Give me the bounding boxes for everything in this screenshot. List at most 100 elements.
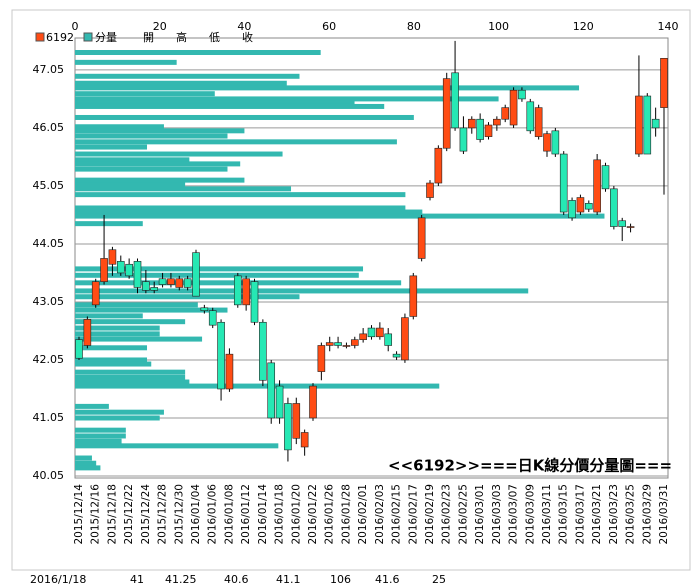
volume-bar [75, 151, 283, 157]
volume-bar [75, 50, 321, 56]
candle-body [651, 118, 660, 129]
x-tick-label: 2016/03/11 [541, 484, 553, 545]
candle-body [267, 362, 276, 419]
status-value: 41.1 [276, 573, 301, 586]
candle-body [167, 278, 175, 285]
volume-bar [75, 96, 499, 102]
volume-bar [75, 379, 190, 385]
x-tick-label: 2016/01/12 [240, 484, 252, 545]
volume-bar [75, 383, 440, 389]
volume-bar [75, 302, 198, 308]
candle-body [116, 261, 125, 274]
volume-bar [75, 157, 190, 163]
candle-body [259, 321, 267, 381]
volume-bar [75, 186, 292, 192]
candle-body [442, 78, 451, 149]
status-value: 40.6 [224, 573, 249, 586]
candle-body [175, 278, 184, 288]
volume-bar [75, 139, 397, 145]
volume-bar [75, 455, 92, 461]
candle-body [509, 89, 518, 126]
candle-body [376, 327, 384, 338]
x-tick-label: 2015/12/14 [73, 484, 85, 545]
candle-body [417, 217, 426, 259]
volume-bar [75, 213, 605, 219]
legend-swatch [35, 32, 45, 42]
candle-body [626, 226, 635, 228]
x-tick-label: 2015/12/28 [157, 484, 169, 545]
x-tick-label: 2016/01/28 [340, 484, 352, 545]
candle-body [476, 118, 484, 140]
x-tick-label: 2016/01/06 [207, 484, 219, 545]
plot-frame [74, 37, 669, 479]
x2-tick-label: 0 [72, 20, 79, 33]
volume-bar [75, 403, 109, 409]
volume-bar [75, 101, 355, 107]
candle-body [484, 124, 493, 137]
candle-body [342, 345, 351, 347]
x-tick-label: 2016/01/14 [257, 484, 269, 545]
volume-bar [75, 114, 414, 120]
candle-body [325, 342, 334, 346]
x-tick-label: 2016/03/09 [524, 484, 536, 545]
volume-bar [75, 221, 143, 227]
candle-body [451, 72, 459, 129]
volume-bar [75, 272, 359, 278]
y-tick-label: 45.05 [33, 179, 65, 192]
status-value: 2016/1/18 [30, 573, 86, 586]
x-tick-label: 2015/12/18 [106, 484, 118, 545]
candle-body [426, 182, 434, 198]
volume-bar [75, 144, 148, 150]
x2-tick-label: 140 [658, 20, 679, 33]
candle-body [275, 385, 284, 419]
x-tick-label: 2016/01/22 [307, 484, 319, 545]
candle-body [601, 165, 610, 190]
candle-body [518, 89, 526, 100]
y-tick-label: 40.05 [33, 469, 65, 482]
candle-body [233, 275, 242, 306]
candle-body [392, 353, 401, 358]
volume-bar [75, 374, 186, 380]
candle-body [208, 310, 217, 326]
legend-label: 高 [176, 30, 187, 44]
x-tick-label: 2016/02/15 [391, 484, 403, 545]
candle-body [367, 327, 376, 338]
candle-body [501, 107, 510, 120]
candle-body [83, 319, 92, 346]
x-tick-label: 2016/03/23 [608, 484, 620, 545]
x-tick-label: 2016/03/25 [625, 484, 637, 545]
x-tick-label: 2015/12/16 [90, 484, 102, 545]
volume-bar [75, 103, 385, 109]
y-tick-label: 46.05 [33, 121, 65, 134]
legend-label: 6192 [46, 31, 74, 44]
legend-label: 開 [143, 31, 154, 44]
y-tick-label: 43.05 [33, 295, 65, 308]
x-tick-label: 2015/12/24 [140, 484, 152, 545]
candle-body [242, 278, 250, 306]
status-value: 106 [330, 573, 351, 586]
volume-bar [75, 427, 126, 433]
x-tick-label: 2016/01/20 [290, 484, 302, 545]
candle-body [317, 345, 326, 372]
volume-bar [75, 460, 97, 466]
candle-body [334, 342, 342, 346]
candle-body [183, 278, 192, 288]
volume-bar [75, 288, 529, 294]
x-tick-label: 2016/01/04 [190, 484, 202, 545]
candle-body [526, 101, 535, 132]
candle-body [284, 403, 292, 451]
x-tick-label: 2016/03/29 [641, 484, 653, 545]
volume-bar [75, 361, 152, 367]
volume-bar [75, 73, 300, 79]
volume-bar [75, 80, 287, 86]
volume-bar [75, 409, 164, 415]
x-tick-label: 2016/01/18 [274, 484, 286, 545]
volume-bar [75, 209, 423, 215]
candle-body [551, 130, 560, 155]
volume-bar [75, 91, 215, 97]
candle-body [108, 249, 117, 265]
candle-body [192, 252, 200, 297]
x-tick-label: 2016/02/01 [357, 484, 369, 545]
volume-bar [75, 336, 203, 342]
legend-label: 低 [209, 31, 220, 44]
